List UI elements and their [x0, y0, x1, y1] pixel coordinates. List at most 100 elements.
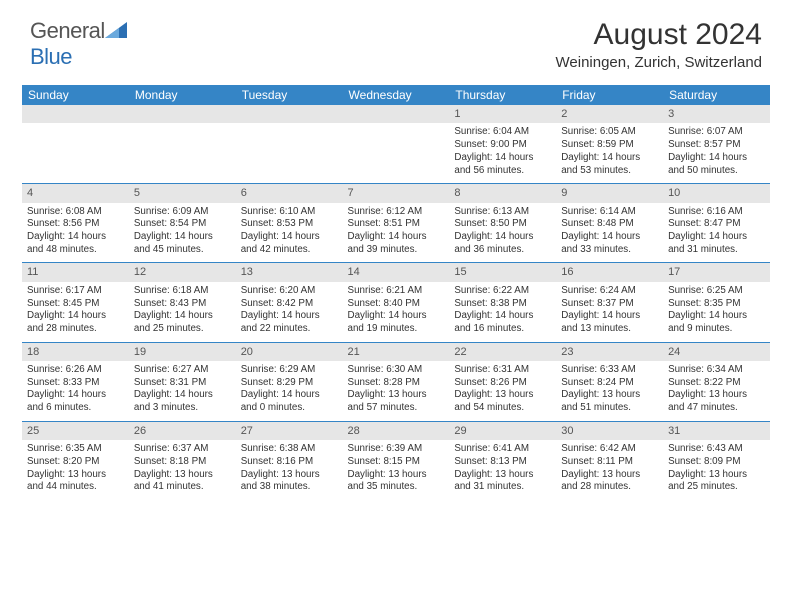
calendar-cell: 4Sunrise: 6:08 AMSunset: 8:56 PMDaylight… [22, 184, 129, 263]
sunset-text: Sunset: 8:09 PM [668, 456, 765, 469]
brand-part1: General [30, 18, 105, 43]
day-text: Sunrise: 6:13 AMSunset: 8:50 PMDaylight:… [449, 203, 556, 263]
sunrise-text: Sunrise: 6:10 AM [241, 206, 338, 219]
location-text: Weiningen, Zurich, Switzerland [556, 54, 762, 71]
calendar-cell: 12Sunrise: 6:18 AMSunset: 8:43 PMDayligh… [129, 263, 236, 342]
day-number: 25 [22, 422, 129, 440]
daylight-text: Daylight: 14 hours and 16 minutes. [454, 310, 551, 335]
daylight-text: Daylight: 13 hours and 38 minutes. [241, 469, 338, 494]
day-number: 17 [663, 263, 770, 281]
sunrise-text: Sunrise: 6:07 AM [668, 126, 765, 139]
day-number [236, 105, 343, 123]
sunrise-text: Sunrise: 6:12 AM [348, 206, 445, 219]
day-number: 3 [663, 105, 770, 123]
daylight-text: Daylight: 13 hours and 54 minutes. [454, 389, 551, 414]
calendar-cell: 18Sunrise: 6:26 AMSunset: 8:33 PMDayligh… [22, 342, 129, 421]
day-text: Sunrise: 6:37 AMSunset: 8:18 PMDaylight:… [129, 440, 236, 500]
calendar-cell: 8Sunrise: 6:13 AMSunset: 8:50 PMDaylight… [449, 184, 556, 263]
sunrise-text: Sunrise: 6:29 AM [241, 364, 338, 377]
day-number: 2 [556, 105, 663, 123]
daylight-text: Daylight: 13 hours and 31 minutes. [454, 469, 551, 494]
calendar-row: 4Sunrise: 6:08 AMSunset: 8:56 PMDaylight… [22, 184, 770, 263]
brand-part2: Blue [30, 44, 72, 69]
calendar-cell: 7Sunrise: 6:12 AMSunset: 8:51 PMDaylight… [343, 184, 450, 263]
calendar-cell: 11Sunrise: 6:17 AMSunset: 8:45 PMDayligh… [22, 263, 129, 342]
sunset-text: Sunset: 8:11 PM [561, 456, 658, 469]
sunrise-text: Sunrise: 6:18 AM [134, 285, 231, 298]
day-text: Sunrise: 6:08 AMSunset: 8:56 PMDaylight:… [22, 203, 129, 263]
calendar-table: SundayMondayTuesdayWednesdayThursdayFrid… [22, 85, 770, 500]
calendar-cell: 22Sunrise: 6:31 AMSunset: 8:26 PMDayligh… [449, 342, 556, 421]
calendar-cell: 13Sunrise: 6:20 AMSunset: 8:42 PMDayligh… [236, 263, 343, 342]
sunset-text: Sunset: 8:20 PM [27, 456, 124, 469]
sunset-text: Sunset: 8:40 PM [348, 298, 445, 311]
calendar-cell: 23Sunrise: 6:33 AMSunset: 8:24 PMDayligh… [556, 342, 663, 421]
sunset-text: Sunset: 8:16 PM [241, 456, 338, 469]
daylight-text: Daylight: 13 hours and 44 minutes. [27, 469, 124, 494]
calendar-row: 18Sunrise: 6:26 AMSunset: 8:33 PMDayligh… [22, 342, 770, 421]
sunset-text: Sunset: 8:35 PM [668, 298, 765, 311]
daylight-text: Daylight: 14 hours and 25 minutes. [134, 310, 231, 335]
daylight-text: Daylight: 14 hours and 22 minutes. [241, 310, 338, 335]
day-number: 16 [556, 263, 663, 281]
calendar-cell: 21Sunrise: 6:30 AMSunset: 8:28 PMDayligh… [343, 342, 450, 421]
daylight-text: Daylight: 13 hours and 57 minutes. [348, 389, 445, 414]
calendar-cell [236, 105, 343, 184]
calendar-row: 1Sunrise: 6:04 AMSunset: 9:00 PMDaylight… [22, 105, 770, 184]
day-header: Tuesday [236, 85, 343, 105]
daylight-text: Daylight: 14 hours and 39 minutes. [348, 231, 445, 256]
sunset-text: Sunset: 8:56 PM [27, 218, 124, 231]
daylight-text: Daylight: 14 hours and 50 minutes. [668, 152, 765, 177]
daylight-text: Daylight: 14 hours and 13 minutes. [561, 310, 658, 335]
sunset-text: Sunset: 8:31 PM [134, 377, 231, 390]
day-number: 29 [449, 422, 556, 440]
day-text: Sunrise: 6:34 AMSunset: 8:22 PMDaylight:… [663, 361, 770, 421]
day-number [343, 105, 450, 123]
header: General Blue August 2024 Weiningen, Zuri… [0, 0, 792, 79]
sunset-text: Sunset: 8:47 PM [668, 218, 765, 231]
day-number [22, 105, 129, 123]
sunset-text: Sunset: 8:33 PM [27, 377, 124, 390]
daylight-text: Daylight: 14 hours and 45 minutes. [134, 231, 231, 256]
day-text: Sunrise: 6:18 AMSunset: 8:43 PMDaylight:… [129, 282, 236, 342]
brand-name: General Blue [30, 18, 127, 70]
calendar-row: 11Sunrise: 6:17 AMSunset: 8:45 PMDayligh… [22, 263, 770, 342]
daylight-text: Daylight: 14 hours and 31 minutes. [668, 231, 765, 256]
calendar-cell [129, 105, 236, 184]
sunrise-text: Sunrise: 6:30 AM [348, 364, 445, 377]
sunrise-text: Sunrise: 6:17 AM [27, 285, 124, 298]
sunset-text: Sunset: 8:43 PM [134, 298, 231, 311]
day-text: Sunrise: 6:14 AMSunset: 8:48 PMDaylight:… [556, 203, 663, 263]
sunrise-text: Sunrise: 6:34 AM [668, 364, 765, 377]
calendar-cell: 9Sunrise: 6:14 AMSunset: 8:48 PMDaylight… [556, 184, 663, 263]
calendar-cell [343, 105, 450, 184]
sunrise-text: Sunrise: 6:22 AM [454, 285, 551, 298]
daylight-text: Daylight: 14 hours and 33 minutes. [561, 231, 658, 256]
daylight-text: Daylight: 14 hours and 9 minutes. [668, 310, 765, 335]
daylight-text: Daylight: 14 hours and 42 minutes. [241, 231, 338, 256]
day-number: 9 [556, 184, 663, 202]
calendar-body: 1Sunrise: 6:04 AMSunset: 9:00 PMDaylight… [22, 105, 770, 500]
day-number: 11 [22, 263, 129, 281]
day-number: 18 [22, 343, 129, 361]
day-text: Sunrise: 6:24 AMSunset: 8:37 PMDaylight:… [556, 282, 663, 342]
daylight-text: Daylight: 13 hours and 28 minutes. [561, 469, 658, 494]
day-text: Sunrise: 6:09 AMSunset: 8:54 PMDaylight:… [129, 203, 236, 263]
calendar-cell: 26Sunrise: 6:37 AMSunset: 8:18 PMDayligh… [129, 421, 236, 500]
sunrise-text: Sunrise: 6:39 AM [348, 443, 445, 456]
calendar-cell: 31Sunrise: 6:43 AMSunset: 8:09 PMDayligh… [663, 421, 770, 500]
calendar-head: SundayMondayTuesdayWednesdayThursdayFrid… [22, 85, 770, 105]
sunrise-text: Sunrise: 6:42 AM [561, 443, 658, 456]
day-header: Thursday [449, 85, 556, 105]
day-text: Sunrise: 6:22 AMSunset: 8:38 PMDaylight:… [449, 282, 556, 342]
day-text: Sunrise: 6:27 AMSunset: 8:31 PMDaylight:… [129, 361, 236, 421]
day-text: Sunrise: 6:12 AMSunset: 8:51 PMDaylight:… [343, 203, 450, 263]
day-text: Sunrise: 6:25 AMSunset: 8:35 PMDaylight:… [663, 282, 770, 342]
day-header: Sunday [22, 85, 129, 105]
day-number: 28 [343, 422, 450, 440]
day-number: 14 [343, 263, 450, 281]
daylight-text: Daylight: 14 hours and 6 minutes. [27, 389, 124, 414]
sunset-text: Sunset: 8:51 PM [348, 218, 445, 231]
sunset-text: Sunset: 8:18 PM [134, 456, 231, 469]
day-text: Sunrise: 6:33 AMSunset: 8:24 PMDaylight:… [556, 361, 663, 421]
